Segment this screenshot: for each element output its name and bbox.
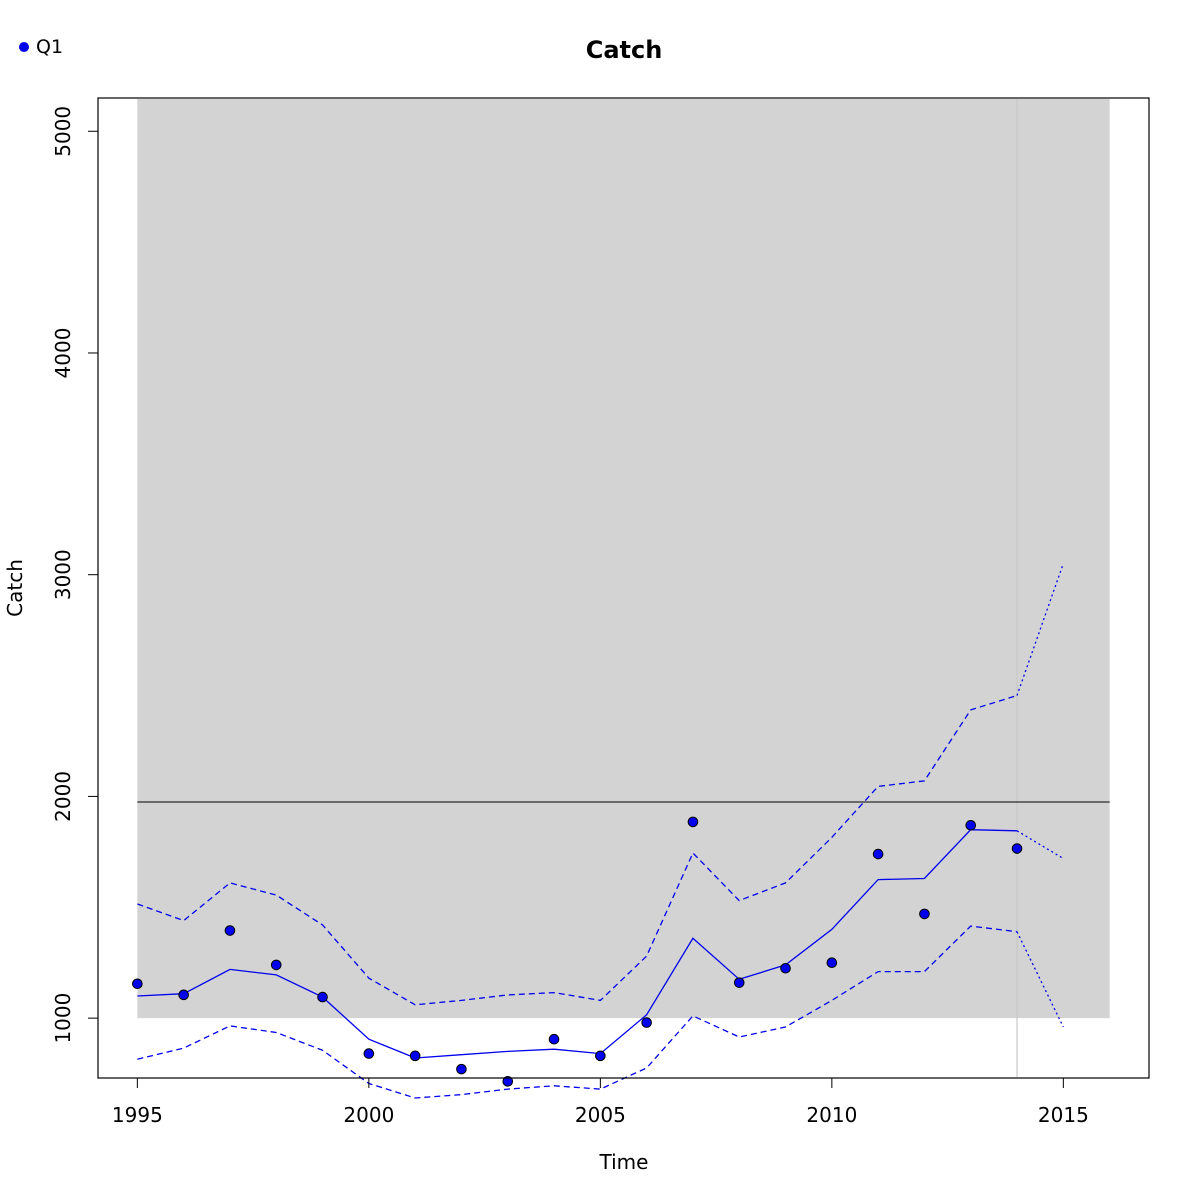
data-point bbox=[641, 1017, 652, 1028]
x-tick-label: 2000 bbox=[343, 1103, 394, 1127]
data-point bbox=[178, 989, 189, 1001]
data-point bbox=[965, 819, 977, 831]
y-tick-label: 2000 bbox=[51, 771, 75, 822]
x-axis-label: Time bbox=[599, 1150, 649, 1174]
data-point bbox=[595, 1050, 606, 1062]
data-point bbox=[363, 1048, 375, 1059]
legend-label-q1: Q1 bbox=[36, 36, 63, 58]
fit-lower-line bbox=[137, 925, 1018, 1099]
data-point bbox=[780, 962, 791, 974]
x-axis: 1995 2000 2005 2010 2015 bbox=[112, 1077, 1089, 1127]
data-point bbox=[1011, 843, 1023, 854]
data-point bbox=[224, 925, 236, 936]
legend: Q1 bbox=[19, 36, 63, 58]
data-point bbox=[733, 977, 745, 988]
data-point bbox=[872, 848, 884, 860]
data-point bbox=[687, 816, 699, 828]
data-point bbox=[826, 957, 838, 969]
y-tick-label: 3000 bbox=[51, 549, 75, 600]
fit-line bbox=[137, 829, 1018, 1059]
data-point bbox=[317, 991, 328, 1003]
data-point bbox=[919, 908, 930, 920]
plot-area bbox=[132, 99, 1110, 1099]
chart-title: Catch bbox=[586, 36, 663, 64]
shaded-region bbox=[137, 99, 1110, 1019]
y-axis: 1000 2000 3000 4000 5000 bbox=[51, 106, 99, 1044]
x-tick-label: 1995 bbox=[112, 1103, 163, 1127]
forecast-upper-line bbox=[1016, 563, 1064, 696]
data-point bbox=[132, 978, 143, 990]
data-point bbox=[409, 1050, 421, 1062]
fit-upper-line bbox=[137, 694, 1018, 1006]
y-tick-label: 4000 bbox=[51, 328, 75, 379]
y-tick-label: 1000 bbox=[51, 993, 75, 1044]
x-tick-label: 2010 bbox=[806, 1103, 857, 1127]
y-tick-label: 5000 bbox=[51, 106, 75, 157]
data-point bbox=[548, 1033, 560, 1045]
data-point bbox=[456, 1063, 467, 1075]
forecast-line bbox=[1016, 830, 1064, 860]
data-point bbox=[502, 1076, 514, 1087]
x-tick-label: 2015 bbox=[1038, 1103, 1089, 1127]
data-point bbox=[270, 959, 282, 971]
y-axis-label: Catch bbox=[3, 559, 27, 617]
legend-marker-q1 bbox=[19, 42, 29, 52]
x-tick-label: 2005 bbox=[575, 1103, 626, 1127]
